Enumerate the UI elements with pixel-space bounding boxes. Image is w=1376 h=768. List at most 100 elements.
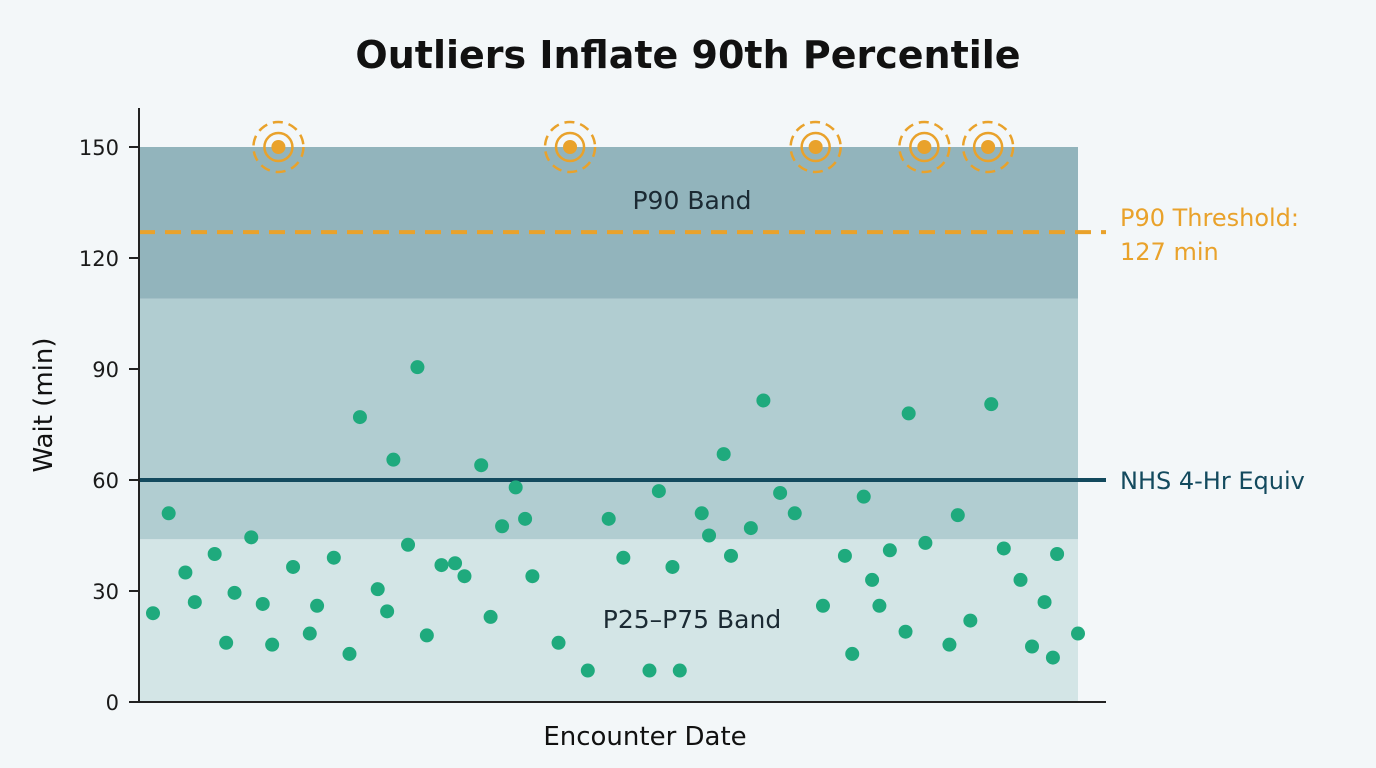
data-point xyxy=(651,484,666,499)
data-point xyxy=(457,569,472,584)
outlier-ring-inner xyxy=(800,131,831,163)
reference-label-0-value: 127 min xyxy=(1120,238,1219,266)
data-point xyxy=(419,628,434,643)
data-point xyxy=(551,635,566,650)
data-point xyxy=(716,447,731,462)
data-point xyxy=(448,556,463,571)
data-point xyxy=(756,393,771,408)
band-label-0: P25–P75 Band xyxy=(603,605,781,634)
data-point xyxy=(286,559,301,574)
data-point xyxy=(1037,595,1052,610)
y-ticks-layer: 0 30 60 90 120 150 xyxy=(79,136,139,715)
data-point xyxy=(773,485,788,500)
data-point xyxy=(642,663,657,678)
y-tick-label: 0 xyxy=(106,691,119,715)
outlier-ring-inner xyxy=(554,131,586,163)
data-point xyxy=(219,635,234,650)
data-point xyxy=(665,559,680,574)
data-point xyxy=(1071,626,1085,641)
data-point xyxy=(146,606,160,621)
outlier-ring-outer xyxy=(961,120,1015,174)
outlier-ring-inner xyxy=(909,131,940,163)
data-point xyxy=(616,550,631,565)
data-point xyxy=(694,506,709,521)
outlier-point xyxy=(917,140,932,154)
data-point xyxy=(815,598,830,613)
data-point xyxy=(942,637,957,652)
data-point xyxy=(702,528,717,543)
data-point xyxy=(950,508,965,523)
data-point xyxy=(495,519,510,534)
data-point xyxy=(244,530,259,545)
data-point xyxy=(227,585,242,600)
data-point xyxy=(580,663,595,678)
y-tick-label: 60 xyxy=(92,469,119,493)
data-point xyxy=(434,558,449,573)
reference-label-0: P90 Threshold: xyxy=(1120,204,1299,232)
data-point xyxy=(743,521,758,536)
band-1 xyxy=(139,298,1078,540)
outlier-point xyxy=(271,140,286,154)
data-point xyxy=(370,582,385,597)
outlier-ring-outer xyxy=(252,120,305,174)
data-point xyxy=(723,548,738,563)
data-point xyxy=(410,360,425,375)
y-tick-label: 150 xyxy=(79,136,119,160)
outlier-point xyxy=(563,140,578,154)
outlier-ring-outer xyxy=(789,120,842,174)
data-point xyxy=(342,646,357,661)
data-point xyxy=(1025,639,1040,654)
data-point xyxy=(310,598,325,613)
chart-title: Outliers Inflate 90th Percentile xyxy=(355,33,1020,77)
outlier-ring-inner xyxy=(263,131,294,163)
data-point xyxy=(898,624,913,639)
data-point xyxy=(474,458,489,473)
data-point xyxy=(401,537,416,552)
data-point xyxy=(207,547,222,561)
data-point xyxy=(187,595,202,610)
bands-layer xyxy=(139,147,1078,702)
band-label-2: P90 Band xyxy=(632,186,751,215)
data-point xyxy=(845,646,860,661)
points-layer xyxy=(146,360,1085,678)
data-point xyxy=(1050,547,1065,561)
outliers-layer xyxy=(252,120,1015,174)
data-point xyxy=(525,569,540,584)
data-point xyxy=(918,535,933,550)
data-point xyxy=(1013,572,1028,587)
y-axis-label: Wait (min) xyxy=(29,338,59,473)
data-point xyxy=(326,550,341,565)
y-tick-label: 90 xyxy=(92,358,119,382)
band-2 xyxy=(139,147,1078,299)
data-point xyxy=(837,548,852,563)
data-point xyxy=(483,609,498,624)
outlier-point xyxy=(808,140,823,154)
outlier-ring-inner xyxy=(972,131,1004,163)
axes-layer xyxy=(138,108,1106,703)
data-point xyxy=(161,506,176,521)
data-point xyxy=(601,511,616,526)
y-tick-label: 30 xyxy=(92,580,119,604)
data-point xyxy=(302,626,317,641)
data-point xyxy=(787,506,802,521)
data-point xyxy=(178,565,193,580)
data-point xyxy=(872,598,887,613)
data-point xyxy=(518,511,533,526)
outlier-ring-outer xyxy=(543,120,597,174)
data-point xyxy=(963,613,978,628)
data-point xyxy=(380,604,395,619)
data-point xyxy=(984,397,999,412)
data-point xyxy=(882,543,897,558)
data-point xyxy=(672,663,687,678)
data-point xyxy=(508,480,523,495)
reference-label-1: NHS 4-Hr Equiv xyxy=(1120,467,1305,495)
data-point xyxy=(865,572,880,587)
outlier-point xyxy=(981,140,996,154)
reference-lines-layer: P90 Threshold: 127 min NHS 4-Hr Equiv xyxy=(139,204,1305,495)
data-point xyxy=(352,410,367,425)
band-labels-layer: P25–P75 Band P90 Band xyxy=(603,186,781,634)
data-point xyxy=(255,596,270,611)
data-point xyxy=(386,452,401,467)
